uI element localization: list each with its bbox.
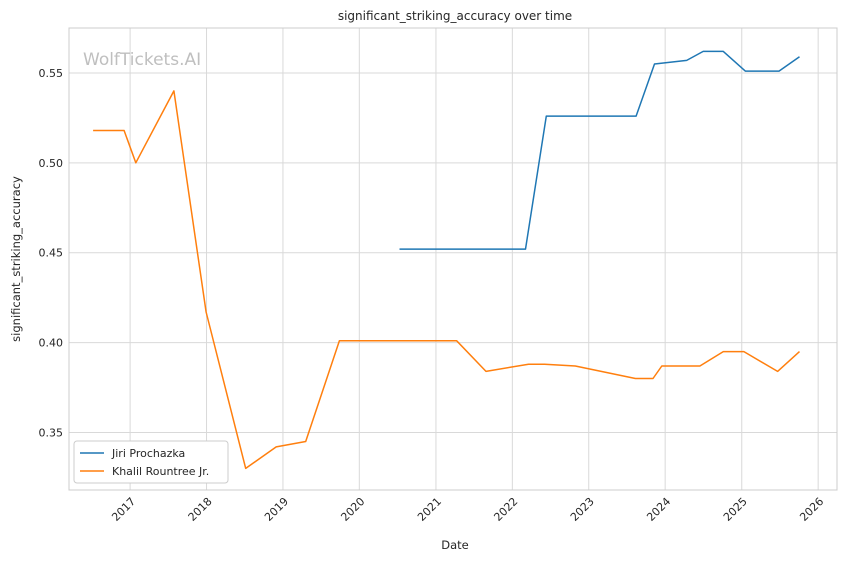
legend: Jiri Prochazka Khalil Rountree Jr. — [73, 440, 229, 484]
y-tick-label: 0.45 — [39, 247, 64, 260]
x-axis-label: Date — [441, 538, 469, 552]
y-axis-label: significant_striking_accuracy — [9, 176, 23, 342]
plot-frame — [68, 27, 838, 491]
y-tick-label: 0.55 — [39, 67, 64, 80]
watermark: WolfTickets.AI — [83, 50, 201, 70]
y-tick-label: 0.35 — [39, 426, 64, 439]
series-lines — [93, 50, 801, 470]
y-axis-ticks: 0.35 0.40 0.45 0.50 0.55 — [39, 67, 64, 440]
series-line-1 — [399, 50, 800, 250]
legend-box — [73, 440, 229, 484]
series-line-2 — [93, 90, 801, 470]
grid-lines — [69, 28, 837, 490]
legend-label: Khalil Rountree Jr. — [112, 465, 209, 478]
y-tick-label: 0.40 — [39, 337, 64, 350]
y-tick-label: 0.50 — [39, 157, 64, 170]
legend-label: Jiri Prochazka — [111, 447, 185, 460]
chart-title: significant_striking_accuracy over time — [338, 9, 572, 23]
